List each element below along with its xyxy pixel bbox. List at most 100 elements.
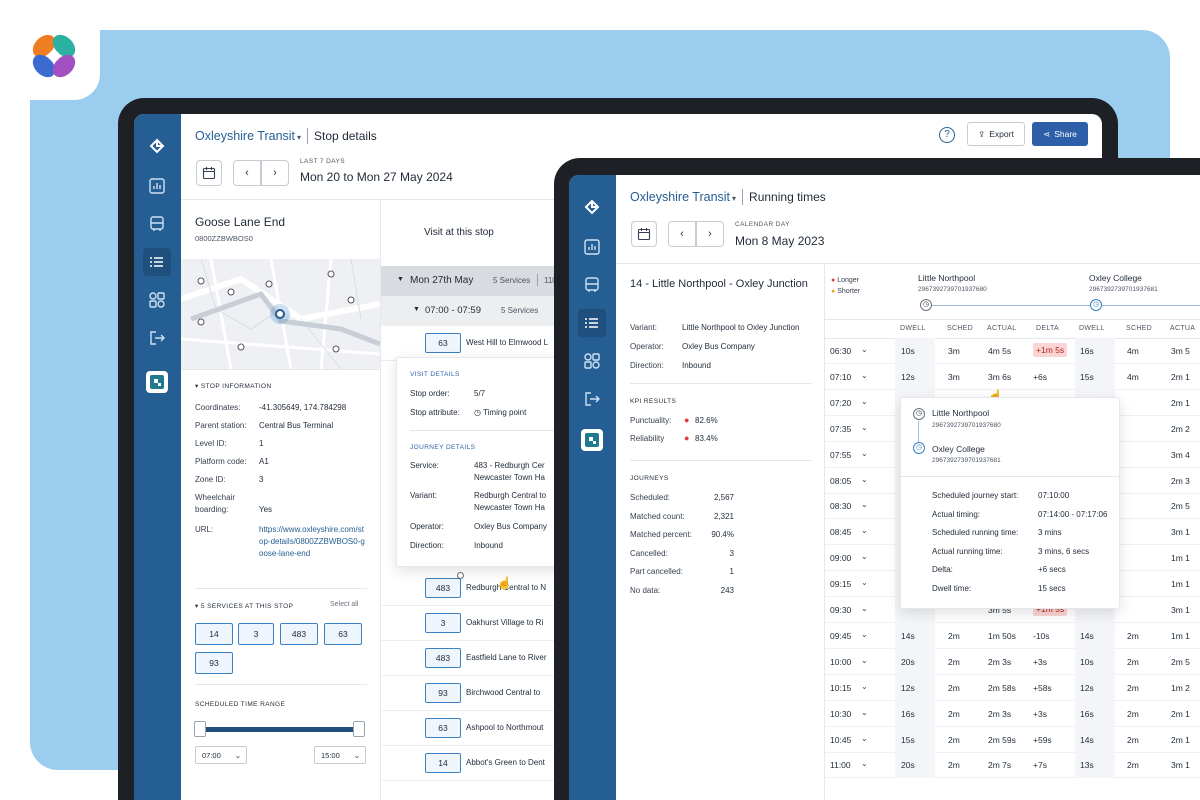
help-icon[interactable]: ? bbox=[939, 127, 955, 143]
table-row[interactable]: 06:30 10s 3m 4m 5s +1m 5s 16s 4m 3m 5 ⌄ bbox=[825, 338, 1200, 364]
tab-visit-at-stop[interactable]: Visit at this stop bbox=[424, 227, 494, 238]
day-group-header[interactable]: ▼ Mon 27th May 5 Services 110 bbox=[381, 266, 581, 296]
service-chip[interactable]: 14 bbox=[195, 623, 233, 645]
chevron-down-icon[interactable]: ⌄ bbox=[861, 655, 868, 665]
chevron-down-icon[interactable]: ▾ bbox=[297, 133, 302, 142]
route-name: Oakhurst Village to Ri bbox=[466, 618, 544, 627]
chevron-down-icon[interactable]: ⌄ bbox=[861, 681, 868, 691]
bus-icon[interactable] bbox=[580, 273, 604, 297]
row-time: 10:30 bbox=[830, 708, 852, 719]
time-from-select[interactable]: 07:00 ⌄ bbox=[195, 746, 247, 764]
table-row[interactable]: 10:30 16s 2m 2m 3s +3s 16s 2m 2m 1 ⌄ bbox=[825, 700, 1200, 727]
chevron-down-icon: ⌄ bbox=[353, 751, 360, 760]
chart-icon[interactable] bbox=[145, 174, 169, 198]
grid-icon[interactable] bbox=[580, 349, 604, 373]
list-icon[interactable] bbox=[143, 248, 171, 276]
tablet-frame-running-times: Oxleyshire Transit ▾ Running times ‹ › CAL… bbox=[554, 158, 1200, 800]
info-value: 1 bbox=[259, 439, 264, 448]
grid-icon[interactable] bbox=[145, 288, 169, 312]
table-row[interactable]: 09:45 14s 2m 1m 50s -10s 14s 2m 1m 1 ⌄ bbox=[825, 622, 1200, 649]
time-to-select[interactable]: 15:00 ⌄ bbox=[314, 746, 366, 764]
chevron-down-icon[interactable]: ⌄ bbox=[861, 500, 868, 510]
chevron-down-icon[interactable]: ⌄ bbox=[861, 474, 868, 484]
hour-group-header[interactable]: ▼ 07:00 - 07:59 5 Services bbox=[381, 296, 581, 326]
select-all-link[interactable]: Select all bbox=[330, 601, 359, 608]
chevron-down-icon[interactable]: ⌄ bbox=[861, 759, 868, 769]
chevron-down-icon[interactable]: ⌄ bbox=[861, 526, 868, 536]
app-switcher-icon[interactable] bbox=[581, 429, 603, 451]
table-row[interactable]: 10:45 15s 2m 2m 59s +59s 14s 2m 2m 1 ⌄ bbox=[825, 726, 1200, 753]
chevron-down-icon[interactable]: ⌄ bbox=[861, 604, 868, 613]
service-chip[interactable]: 3 bbox=[238, 623, 274, 645]
service-number[interactable]: 483 bbox=[425, 578, 461, 598]
logout-icon[interactable] bbox=[580, 387, 604, 411]
chevron-down-icon[interactable]: ⌄ bbox=[861, 448, 868, 458]
service-chip[interactable]: 63 bbox=[324, 623, 362, 645]
org-selector[interactable]: Oxleyshire Transit bbox=[630, 190, 731, 204]
service-number[interactable]: 63 bbox=[425, 718, 461, 738]
calendar-button[interactable] bbox=[196, 160, 222, 186]
chevron-down-icon[interactable]: ⌄ bbox=[861, 552, 868, 562]
export-button[interactable]: ⇪ Export bbox=[967, 122, 1025, 146]
stop-a-code: 2967392739701937680 bbox=[918, 286, 987, 293]
cell-actual: 1m 50s bbox=[988, 630, 1016, 641]
dwell-column-bg bbox=[895, 674, 935, 701]
chevron-down-icon[interactable]: ⌄ bbox=[861, 578, 868, 588]
logout-icon[interactable] bbox=[145, 326, 169, 350]
chevron-down-icon[interactable]: ⌄ bbox=[861, 629, 868, 639]
chevron-down-icon[interactable]: ▾ bbox=[732, 194, 737, 203]
app-logo-icon[interactable] bbox=[580, 195, 604, 219]
next-date-button[interactable]: › bbox=[261, 160, 289, 186]
legend-longer: ● Longer bbox=[831, 277, 859, 284]
service-chip[interactable]: 483 bbox=[280, 623, 318, 645]
chevron-down-icon[interactable]: ⌄ bbox=[861, 707, 868, 717]
app-switcher-icon[interactable] bbox=[146, 371, 168, 393]
table-row[interactable]: 483 Redburgh Central to N bbox=[381, 571, 581, 606]
calendar-button[interactable] bbox=[631, 221, 657, 247]
chart-icon[interactable] bbox=[580, 235, 604, 259]
table-row[interactable]: 3 Oakhurst Village to Ri bbox=[381, 606, 581, 641]
time-range-slider[interactable] bbox=[200, 727, 358, 732]
table-row[interactable]: 93 Birchwood Central to bbox=[381, 676, 581, 711]
table-row[interactable]: 10:15 12s 2m 2m 58s +58s 12s 2m 1m 2 ⌄ bbox=[825, 674, 1200, 701]
table-row[interactable]: 63 Ashpool to Northmout bbox=[381, 711, 581, 746]
chevron-down-icon[interactable]: ⌄ bbox=[861, 422, 868, 432]
table-row[interactable]: 14 Abbot's Green to Dent bbox=[381, 746, 581, 781]
table-row[interactable]: 63 West Hill to Elmwood L bbox=[381, 326, 581, 361]
stop-connector bbox=[1096, 305, 1200, 306]
table-row[interactable]: 10:00 20s 2m 2m 3s +3s 10s 2m 2m 5 ⌄ bbox=[825, 648, 1200, 675]
cell-sched: 2m bbox=[948, 708, 960, 719]
prev-date-button[interactable]: ‹ bbox=[668, 221, 696, 247]
table-row[interactable]: 11:00 20s 2m 2m 7s +7s 13s 2m 3m 1 ⌄ bbox=[825, 752, 1200, 779]
list-icon[interactable] bbox=[578, 309, 606, 337]
chevron-down-icon[interactable]: ⌄ bbox=[861, 733, 868, 743]
info-url-link[interactable]: https://www.oxleyshire.com/stop-details/… bbox=[259, 525, 365, 558]
service-number[interactable]: 3 bbox=[425, 613, 461, 633]
chevron-down-icon: ▼ bbox=[413, 306, 420, 313]
service-number[interactable]: 14 bbox=[425, 753, 461, 773]
next-date-button[interactable]: › bbox=[696, 221, 724, 247]
chevron-down-icon[interactable]: ⌄ bbox=[861, 370, 868, 380]
table-row[interactable]: 483 Eastfield Lane to River bbox=[381, 641, 581, 676]
stop-information-heading[interactable]: ▾ STOP INFORMATION bbox=[195, 383, 272, 390]
row-time: 08:05 bbox=[830, 475, 852, 486]
app-logo-icon[interactable] bbox=[145, 134, 169, 158]
org-selector[interactable]: Oxleyshire Transit bbox=[195, 129, 296, 143]
stat-value: 2,321 bbox=[713, 511, 734, 521]
share-button[interactable]: ⋖ Share bbox=[1032, 122, 1088, 146]
slider-handle-end[interactable] bbox=[353, 721, 365, 737]
service-number[interactable]: 63 bbox=[425, 333, 461, 353]
sidebar bbox=[569, 175, 616, 800]
service-number[interactable]: 483 bbox=[425, 648, 461, 668]
stop-map[interactable] bbox=[181, 259, 380, 369]
table-row[interactable]: 07:10 12s 3m 3m 6s +6s 15s 4m 2m 1 ⌄ bbox=[825, 363, 1200, 390]
services-heading[interactable]: ▾ 5 SERVICES AT THIS STOP bbox=[195, 603, 294, 610]
cell-actual2: 2m 2 bbox=[1171, 423, 1190, 434]
bus-icon[interactable] bbox=[145, 212, 169, 236]
service-chip[interactable]: 93 bbox=[195, 652, 233, 674]
chevron-down-icon[interactable]: ⌄ bbox=[861, 396, 868, 406]
service-number[interactable]: 93 bbox=[425, 683, 461, 703]
slider-handle-start[interactable] bbox=[194, 721, 206, 737]
prev-date-button[interactable]: ‹ bbox=[233, 160, 261, 186]
chevron-down-icon[interactable]: ⌄ bbox=[861, 345, 868, 354]
